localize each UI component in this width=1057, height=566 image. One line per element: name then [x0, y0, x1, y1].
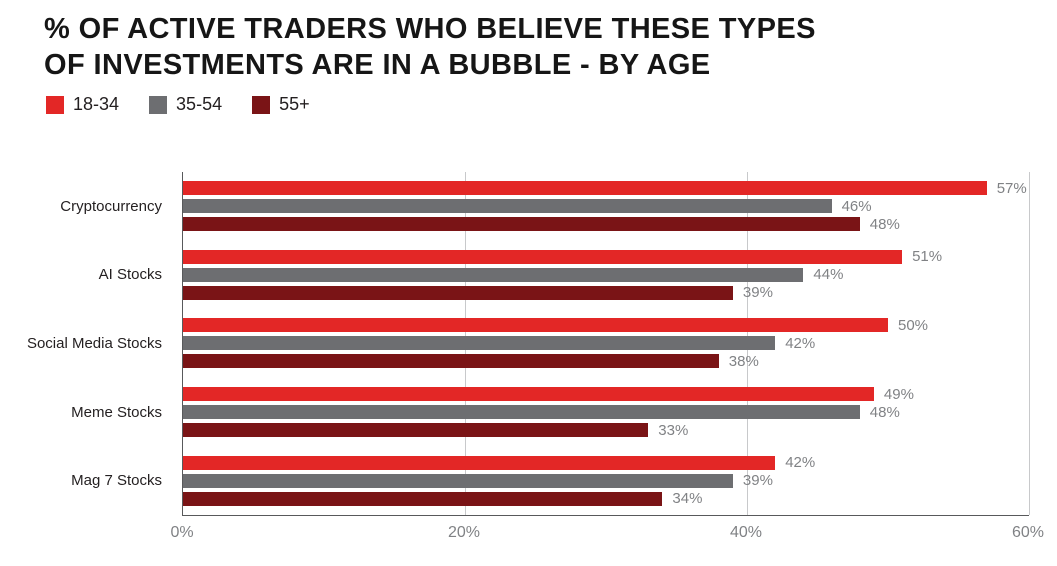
x-axis: 0% 20% 40% 60% [170, 524, 1044, 548]
bar-row: 51% [183, 248, 1029, 266]
legend-swatch-icon [149, 95, 168, 114]
bar-35-54 [183, 405, 860, 420]
bar-value-label: 57% [996, 179, 1027, 197]
chart-title: % OF ACTIVE TRADERS WHO BELIEVE THESE TY… [44, 13, 816, 81]
bar-group: 49% 48% 33% [183, 378, 1029, 447]
bar-18-34 [183, 387, 874, 402]
bar-55+ [183, 354, 719, 369]
bar-value-label: 34% [672, 490, 703, 508]
bar-35-54 [183, 336, 776, 351]
bar-row: 38% [183, 352, 1029, 370]
bar-18-34 [183, 318, 888, 333]
bar-55+ [183, 491, 663, 506]
legend-swatch-icon [252, 95, 271, 114]
legend-swatch-icon [46, 95, 64, 114]
bar-group: 42% 39% 34% [183, 446, 1029, 515]
bar-value-label: 48% [869, 215, 900, 233]
x-tick-label: 20% [447, 524, 480, 541]
bar-value-label: 39% [742, 284, 773, 302]
bar-row: 46% [183, 197, 1029, 215]
bar-row: 49% [183, 385, 1029, 403]
bar-value-label: 42% [785, 454, 816, 472]
category-labels: Cryptocurrency AI Stocks Social Media Stoc… [0, 172, 172, 515]
plot-area: 57% 46% 48% 51% 44% 39% 50% 42% 38% 49% 48% 33% 42% 3… [182, 172, 1030, 516]
bar-35-54 [183, 199, 832, 214]
bar-35-54 [183, 473, 733, 488]
bar-row: 42% [183, 334, 1029, 352]
category-label: Meme Stocks [71, 403, 162, 421]
bar-row: 57% [183, 179, 1029, 197]
x-tick-label: 0% [170, 524, 194, 541]
legend: 18-34 35-54 55+ [46, 94, 310, 115]
bar-18-34 [183, 455, 776, 470]
bar-55+ [183, 217, 860, 232]
bar-row: 39% [183, 472, 1029, 490]
legend-item-55+: 55+ [252, 94, 310, 115]
bar-group: 50% 42% 38% [183, 309, 1029, 378]
bar-value-label: 51% [912, 248, 943, 266]
bar-18-34 [183, 249, 903, 264]
bar-value-label: 38% [728, 352, 759, 370]
bar-row: 44% [183, 266, 1029, 284]
bar-35-54 [183, 267, 804, 282]
bar-value-label: 39% [742, 472, 773, 490]
bar-55+ [183, 423, 649, 438]
plot-wrap: 57% 46% 48% 51% 44% 39% 50% 42% 38% 49% 48% 33% 42% 3… [182, 172, 1030, 516]
bar-row: 48% [183, 403, 1029, 421]
gridline [1029, 172, 1030, 515]
x-tick-label: 40% [729, 524, 762, 541]
legend-label: 55+ [279, 94, 310, 114]
legend-item-35-54: 35-54 [149, 94, 222, 115]
bar-row: 39% [183, 284, 1029, 302]
bar-18-34 [183, 181, 987, 196]
bar-value-label: 48% [869, 403, 900, 421]
bar-value-label: 33% [658, 421, 689, 439]
bar-row: 42% [183, 454, 1029, 472]
bar-row: 50% [183, 316, 1029, 334]
bar-row: 33% [183, 421, 1029, 439]
bar-row: 34% [183, 490, 1029, 508]
bar-value-label: 49% [883, 385, 914, 403]
bar-value-label: 44% [813, 266, 844, 284]
category-label: Cryptocurrency [60, 197, 162, 215]
bar-value-label: 46% [841, 197, 872, 215]
x-tick-label: 60% [1011, 524, 1045, 541]
category-label: Mag 7 Stocks [71, 472, 162, 490]
bar-row: 48% [183, 215, 1029, 233]
legend-label: 35-54 [176, 94, 223, 114]
bar-value-label: 50% [898, 316, 929, 334]
bar-group: 51% 44% 39% [183, 241, 1029, 310]
legend-label: 18-34 [73, 94, 120, 114]
category-label: Social Media Stocks [26, 334, 162, 352]
bar-group: 57% 46% 48% [183, 172, 1029, 241]
bar-55+ [183, 285, 733, 300]
category-label: AI Stocks [98, 266, 162, 284]
legend-item-18-34: 18-34 [46, 94, 119, 115]
bar-value-label: 42% [785, 334, 816, 352]
